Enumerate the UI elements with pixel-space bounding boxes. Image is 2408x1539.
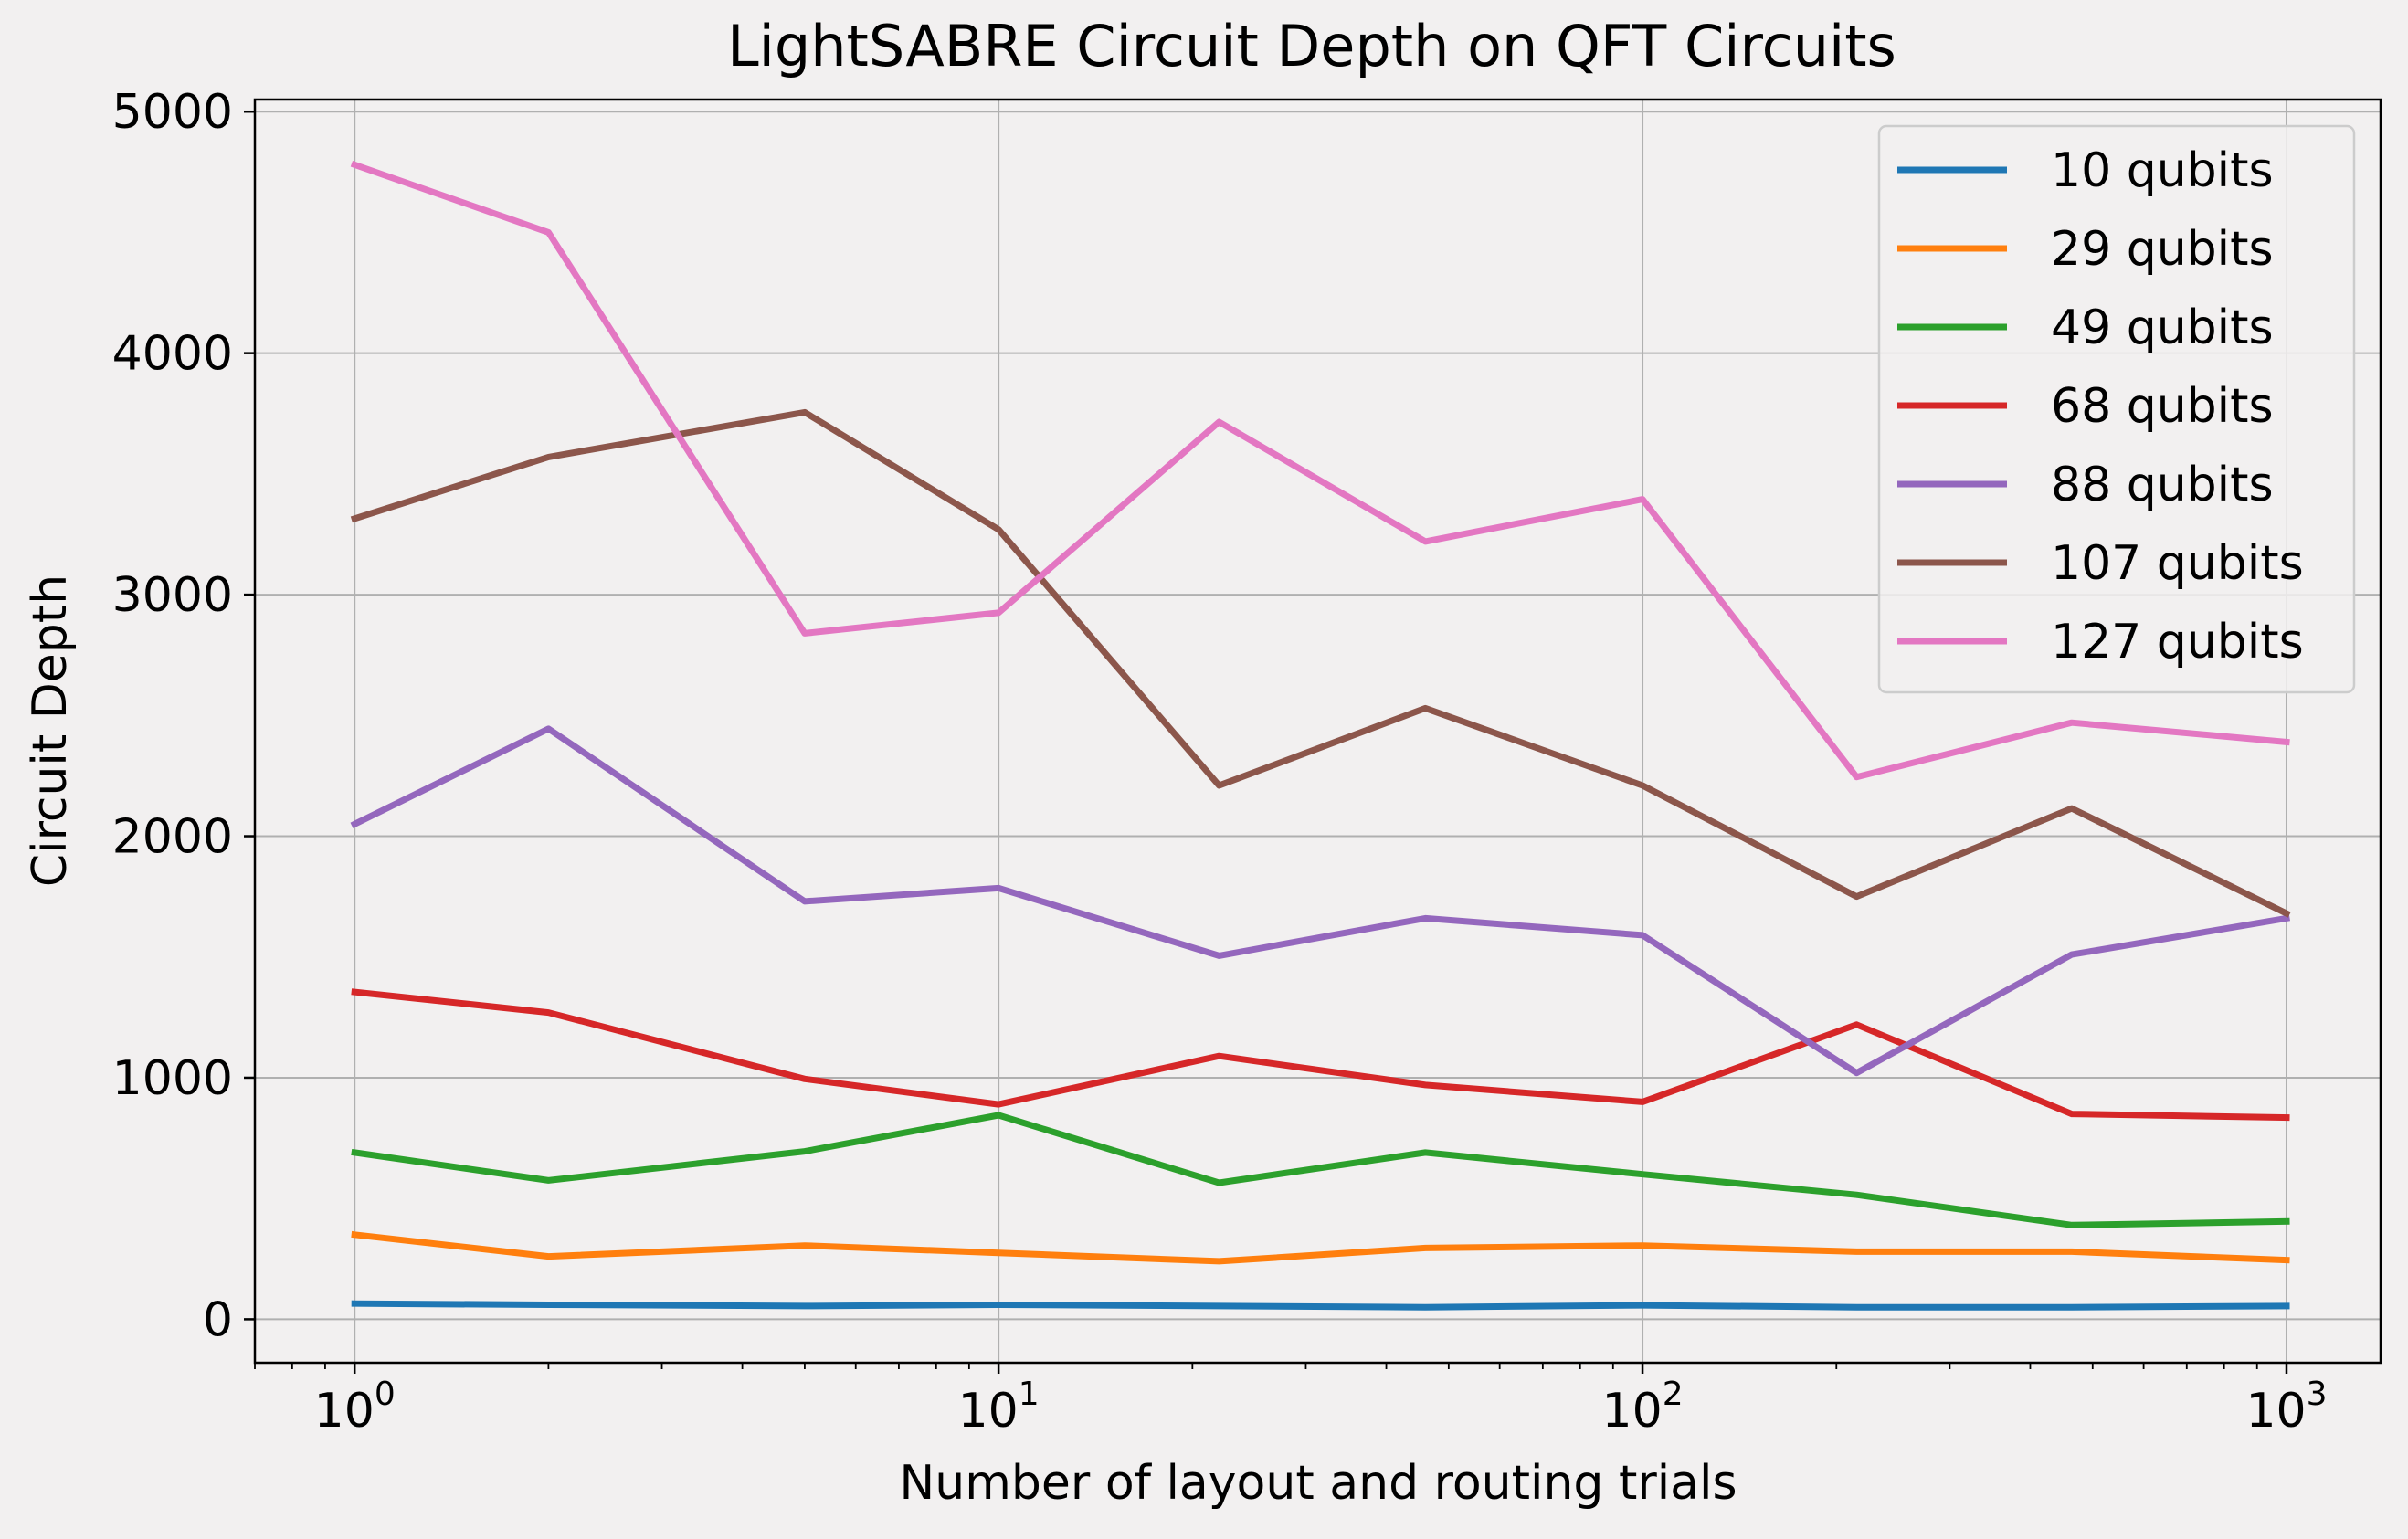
x-axis-label: Number of layout and routing trials (899, 1456, 1737, 1511)
x-tick-label-base: 10 (1602, 1384, 1663, 1439)
y-tick-label: 5000 (112, 85, 233, 140)
legend-label: 29 qubits (2051, 222, 2274, 277)
x-tick-label: 103 (2245, 1376, 2327, 1439)
x-tick-label: 102 (1602, 1376, 1684, 1439)
series-line (351, 1112, 2290, 1228)
grid-lines (255, 100, 2381, 1363)
x-tick-label: 100 (314, 1376, 396, 1439)
plot-frame (253, 98, 2382, 1365)
x-tick-label-exponent: 2 (1663, 1376, 1684, 1413)
y-tick-label: 1000 (112, 1051, 233, 1106)
legend-label: 10 qubits (2051, 143, 2274, 198)
y-tick-label: 4000 (112, 327, 233, 382)
series-line (350, 725, 2291, 1077)
y-tick-label: 0 (203, 1292, 233, 1347)
x-axis: 100 101 102 103 (254, 1363, 2328, 1439)
y-axis-label: Circuit Depth (23, 574, 78, 887)
series-line (351, 1230, 2290, 1265)
legend-label: 127 qubits (2051, 615, 2304, 669)
legend-label: 88 qubits (2051, 458, 2274, 512)
x-tick-label: 101 (958, 1376, 1040, 1439)
x-tick-label-base: 10 (2245, 1384, 2306, 1439)
x-tick-label-exponent: 3 (2307, 1376, 2328, 1413)
legend-label: 107 qubits (2051, 536, 2304, 591)
y-tick-label: 2000 (112, 810, 233, 865)
series-line (351, 1300, 2290, 1311)
y-tick-label: 3000 (112, 568, 233, 623)
y-axis: 0 1000 2000 3000 4000 5000 (112, 85, 255, 1347)
series-line (351, 988, 2290, 1122)
x-tick-label-exponent: 0 (375, 1376, 396, 1413)
legend-label: 49 qubits (2051, 300, 2274, 355)
x-tick-label-exponent: 1 (1019, 1376, 1040, 1413)
x-tick-label-base: 10 (958, 1384, 1019, 1439)
legend: 10 qubits 29 qubits 49 qubits 68 qubits 88 q… (1877, 124, 2356, 694)
x-tick-label-base: 10 (314, 1384, 375, 1439)
legend-label: 68 qubits (2051, 379, 2274, 434)
series-lines (350, 160, 2291, 1311)
series-line (350, 160, 2290, 781)
chart-title: LightSABRE Circuit Depth on QFT Circuits (727, 13, 1896, 79)
legend-box (1877, 124, 2356, 694)
